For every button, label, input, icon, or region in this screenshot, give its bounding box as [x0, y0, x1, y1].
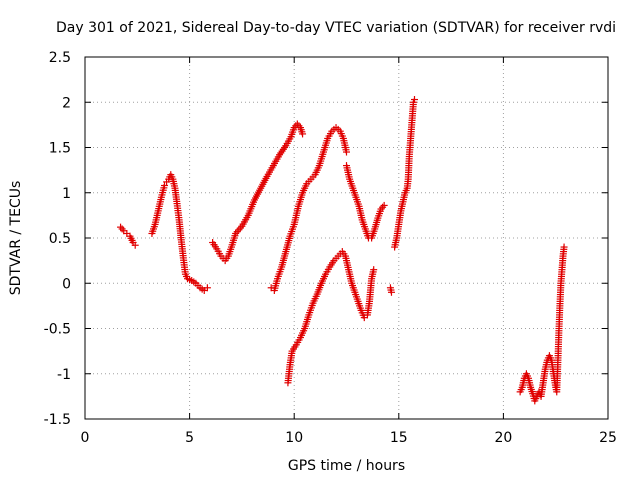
y-tick-label: -1.5: [44, 412, 71, 428]
y-tick-label: -0.5: [44, 322, 71, 338]
data-point: [235, 226, 243, 234]
x-tick-label: 25: [599, 430, 617, 446]
x-axis-label: GPS time / hours: [288, 458, 405, 474]
data-point: [117, 223, 125, 231]
y-tick-label: 1: [62, 186, 71, 202]
data-point: [118, 225, 126, 233]
y-tick-label: 2.5: [49, 50, 71, 66]
y-tick-label: 0.5: [49, 231, 71, 247]
data-points: [117, 96, 568, 405]
grid-lines: [85, 57, 608, 419]
data-point: [131, 241, 139, 249]
data-point: [560, 243, 568, 251]
y-tick-label: 1.5: [49, 141, 71, 157]
axis-ticks: 0 5 10 15 20 25 -1.5 -1 -0.5 0 0.5 1 1.5 2 2.5: [44, 50, 617, 446]
y-axis-label: SDTVAR / TECUs: [8, 181, 24, 296]
x-tick-label: 10: [285, 430, 303, 446]
data-point: [160, 182, 168, 190]
x-tick-label: 0: [81, 430, 90, 446]
data-point: [370, 266, 378, 274]
data-point: [380, 201, 388, 209]
data-point: [203, 284, 211, 292]
y-tick-label: 2: [62, 95, 71, 111]
data-point: [387, 288, 395, 296]
data-point: [410, 96, 418, 104]
data-point: [299, 130, 307, 138]
y-tick-label: 0: [62, 276, 71, 292]
x-tick-label: 15: [390, 430, 408, 446]
data-point: [293, 120, 301, 128]
x-tick-label: 20: [494, 430, 512, 446]
chart-title: Day 301 of 2021, Sidereal Day-to-day VTE…: [56, 20, 616, 36]
data-point: [343, 148, 350, 156]
y-tick-label: -1: [57, 367, 71, 383]
x-tick-label: 5: [185, 430, 194, 446]
